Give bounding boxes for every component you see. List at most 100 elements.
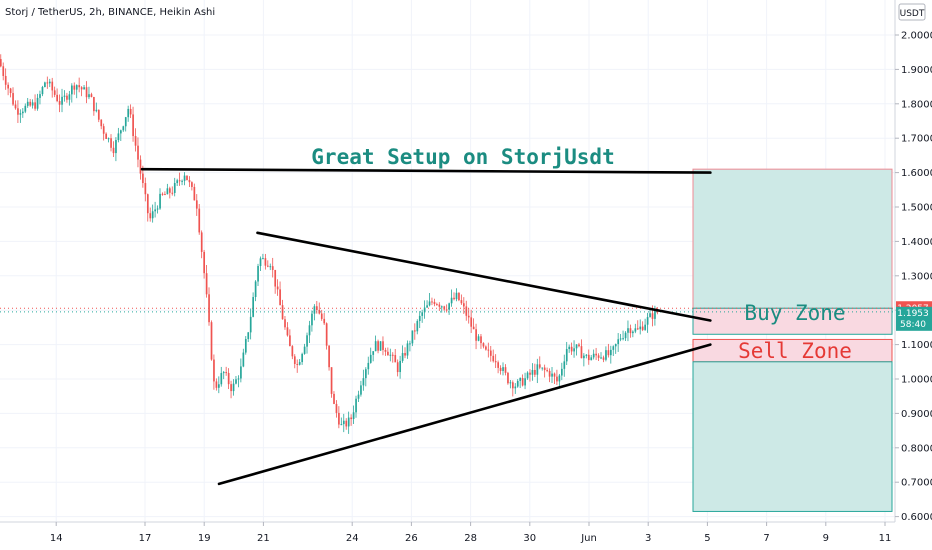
candle-body — [34, 102, 36, 109]
candle-body — [210, 322, 213, 360]
candle-body — [438, 304, 441, 307]
candle-body — [164, 194, 166, 196]
candle-body — [428, 301, 431, 306]
candle-body — [318, 309, 321, 314]
buy-zone-label: Buy Zone — [744, 301, 845, 325]
candle-body — [365, 369, 367, 379]
candle-body — [120, 130, 122, 134]
candle-body — [570, 346, 573, 352]
candle-body — [269, 266, 272, 268]
candle-body — [134, 136, 137, 146]
candle-body — [298, 362, 301, 365]
candle-body — [617, 339, 620, 345]
candle-body — [595, 353, 598, 356]
candle-body — [580, 346, 583, 359]
candle-body — [237, 378, 240, 380]
candle-body — [303, 346, 306, 354]
candle-body — [379, 341, 382, 351]
candle-body — [514, 386, 517, 389]
candle-body — [401, 353, 404, 361]
candle-body — [127, 108, 130, 118]
x-tick-label: 9 — [823, 533, 829, 544]
candle-body — [68, 94, 71, 100]
candle-body — [512, 382, 514, 389]
candle-body — [9, 88, 12, 94]
candle-body — [551, 373, 553, 377]
candle-body — [100, 119, 103, 127]
candle-body — [529, 372, 531, 375]
candle-body — [524, 378, 526, 386]
candle-body — [105, 133, 108, 139]
y-tick-label: 0.6000 — [901, 512, 932, 523]
candle-body — [195, 200, 198, 209]
candle-body — [75, 85, 78, 90]
candle-body — [51, 81, 54, 91]
candle-body — [450, 297, 453, 304]
candle-body — [553, 373, 556, 377]
candle-body — [396, 362, 399, 373]
candle-body — [409, 343, 411, 345]
currency-badge[interactable] — [898, 3, 926, 21]
candle-body — [19, 113, 22, 115]
candle-body — [372, 351, 375, 355]
candle-body — [274, 269, 277, 287]
candle-body — [639, 326, 642, 330]
candle-body — [367, 362, 370, 370]
candle-body — [156, 208, 159, 210]
candle-body — [24, 105, 27, 112]
candle-body — [14, 104, 17, 109]
candle-body — [345, 420, 348, 427]
candle-body — [257, 266, 259, 282]
candle-body — [191, 182, 193, 187]
candle-body — [117, 133, 120, 141]
candle-body — [173, 183, 176, 193]
candle-body — [622, 338, 624, 340]
candle-body — [142, 173, 144, 184]
candle-body — [389, 354, 392, 356]
candle-body — [93, 97, 95, 112]
candles — [0, 54, 659, 434]
candle-body — [607, 350, 610, 356]
candle-body — [590, 357, 593, 361]
candle-body — [605, 350, 607, 360]
candle-body — [475, 329, 477, 341]
candle-body — [291, 346, 294, 357]
y-tick-label: 1.1000 — [901, 340, 932, 351]
trendlines — [140, 167, 712, 486]
candle-body — [362, 378, 365, 386]
candle-body — [494, 361, 497, 363]
candle-body — [4, 75, 7, 85]
candle-body — [502, 367, 504, 371]
candle-body — [585, 354, 588, 356]
candle-body — [467, 315, 470, 318]
candle-body — [497, 362, 500, 368]
candle-body — [418, 315, 421, 322]
candle-body — [208, 294, 210, 323]
candle-body — [357, 394, 360, 399]
candle-body — [205, 273, 208, 295]
candle-body — [460, 300, 463, 304]
candle-body — [563, 361, 566, 369]
candle-body — [516, 380, 519, 387]
candle-body — [565, 349, 568, 362]
zone-target-up — [692, 168, 893, 309]
candle-body — [286, 327, 289, 336]
candle-body — [458, 292, 460, 301]
candle-body — [453, 297, 455, 300]
trendline-triangle-lower — [217, 343, 712, 486]
candle-body — [641, 326, 644, 330]
candle-body — [247, 332, 250, 340]
candle-body — [323, 318, 326, 324]
candle-body — [66, 95, 68, 100]
bar-countdown: 58:40 — [900, 320, 926, 330]
candle-body — [264, 258, 267, 266]
candle-body — [90, 94, 93, 98]
candle-body — [406, 343, 409, 356]
candle-body — [115, 140, 117, 154]
candle-body — [597, 355, 600, 358]
candle-body — [242, 352, 245, 367]
candle-body — [215, 381, 218, 388]
candle-body — [7, 84, 10, 89]
currency-label: USDT — [900, 9, 925, 19]
